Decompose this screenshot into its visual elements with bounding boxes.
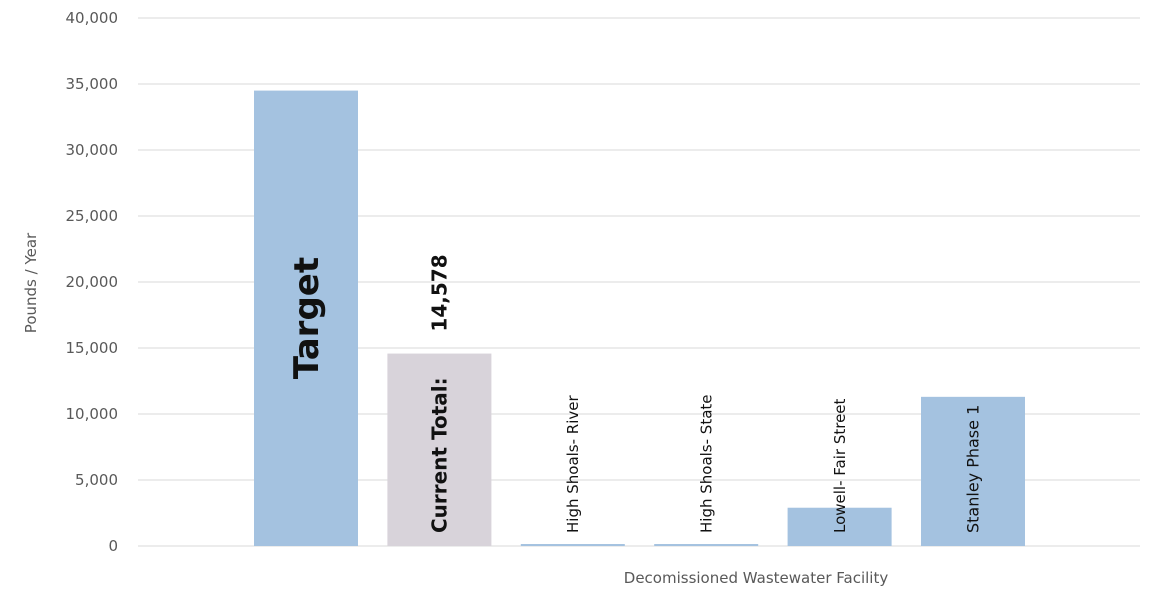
y-axis-ticks: 0 5,000 10,000 15,000 20,000 25,000 30,000 35,0… [66,9,119,555]
y-axis-title: Pounds / Year [22,232,40,333]
bar-3 [654,544,759,546]
bar-category-label: Current Total: [427,377,451,533]
y-tick-label: 25,000 [66,207,119,225]
y-tick-label: 20,000 [66,273,119,291]
y-tick-label: 0 [108,537,118,555]
y-tick-label: 40,000 [66,9,119,27]
bar-category-label: High Shoals- River [564,395,582,533]
y-tick-label: 15,000 [66,339,119,357]
y-tick-label: 30,000 [66,141,119,159]
bar-category-label: Stanley Phase 1 [964,405,983,533]
bar-labels: Target Current Total: 14,578 High Shoals- R… [287,254,983,533]
bar-1 [387,353,492,546]
bar-0 [254,90,358,546]
bars [254,90,1025,546]
y-tick-label: 10,000 [66,405,119,423]
bar-category-label: Lowell- Fair Street [831,398,849,533]
bar-2 [520,544,625,546]
bar-category-label: High Shoals- State [697,394,715,533]
y-tick-label: 5,000 [75,471,118,489]
bar-4 [787,507,892,546]
bar-category-label: Target [287,257,327,379]
x-axis-title: Decomissioned Wastewater Facility [624,569,889,587]
y-tick-label: 35,000 [66,75,119,93]
bar-value-label: 14,578 [427,254,451,331]
bar-5 [921,396,1025,546]
